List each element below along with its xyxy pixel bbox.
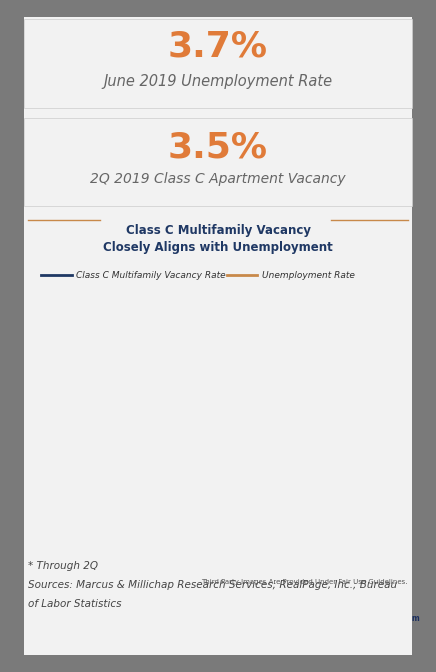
Text: Class C Multifamily Vacancy
Closely Aligns with Unemployment: Class C Multifamily Vacancy Closely Alig… [103,224,333,254]
Text: Third Party Images Are Provided Under Fair Use Guidelines.: Third Party Images Are Provided Under Fa… [201,579,408,585]
Polygon shape [224,601,262,614]
Text: of Labor Statistics: of Labor Statistics [28,599,122,609]
Bar [218,591,410,595]
Bar [218,645,410,649]
Text: 2Q 2019 Class C Apartment Vacancy: 2Q 2019 Class C Apartment Vacancy [90,172,346,185]
Text: NEWS: NEWS [344,611,395,626]
Text: * Through 2Q: * Through 2Q [28,561,99,571]
Text: PRO: PRO [304,611,340,626]
Text: 3.5%: 3.5% [168,130,268,164]
Text: Class C Multifamily Vacancy Rate: Class C Multifamily Vacancy Rate [76,271,226,280]
Y-axis label: Unemployment/Vacancy Rate: Unemployment/Vacancy Rate [28,337,37,470]
Text: MH: MH [266,611,294,626]
Text: Sources: Marcus & Millichap Research Services; RealPage, Inc.; Bureau: Sources: Marcus & Millichap Research Ser… [28,580,398,590]
Text: Industry News, Tips and Views Pros can Use.: Industry News, Tips and Views Pros can U… [253,638,375,643]
Text: .com: .com [399,614,420,623]
Text: 3.7%: 3.7% [168,30,268,63]
Bar [228,613,258,630]
Text: Unemployment Rate: Unemployment Rate [262,271,354,280]
Bar [344,601,397,636]
Text: June 2019 Unemployment Rate: June 2019 Unemployment Rate [103,75,333,89]
